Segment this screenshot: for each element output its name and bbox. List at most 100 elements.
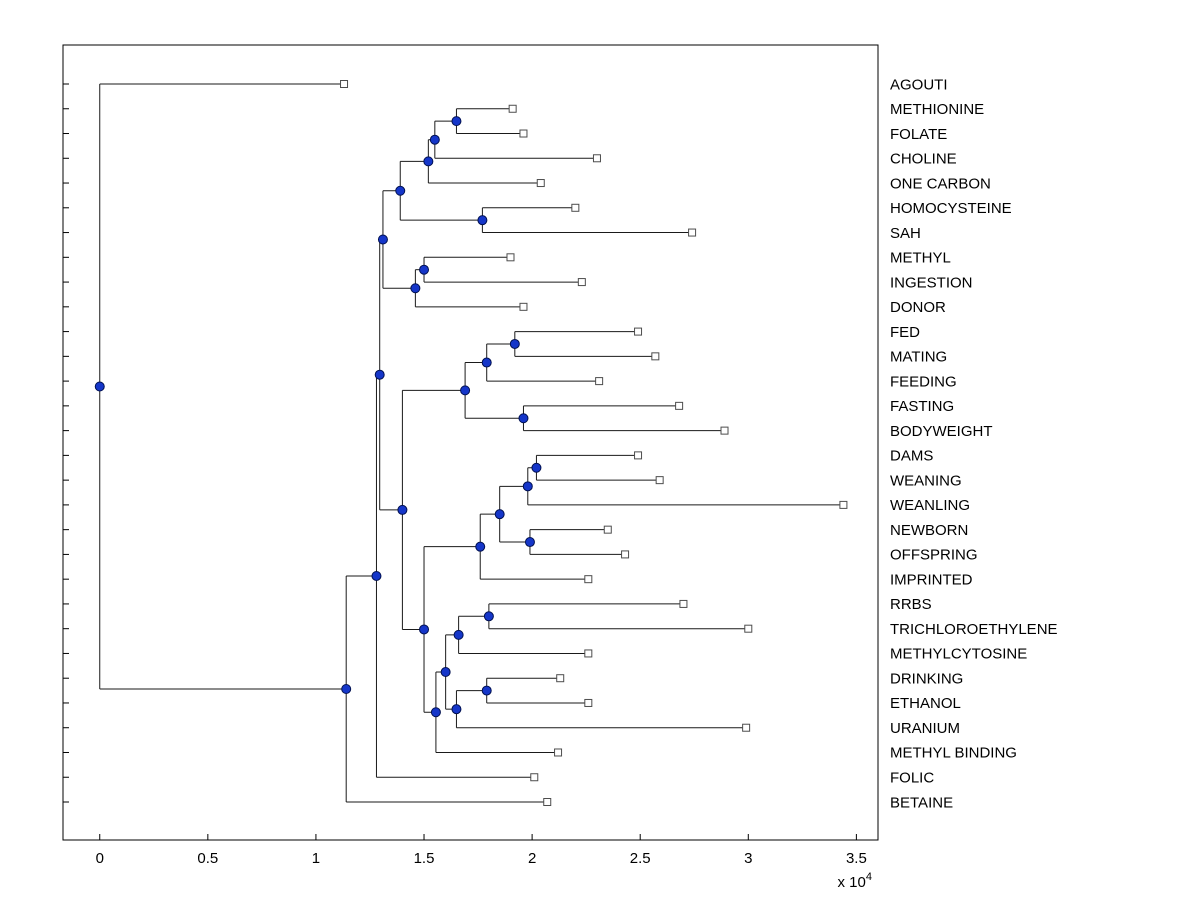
leaf-label: FEEDING	[890, 373, 957, 390]
leaf-marker	[621, 550, 630, 559]
internal-node-marker	[94, 381, 105, 392]
internal-node-marker	[481, 357, 492, 368]
leaf-marker	[530, 773, 539, 782]
leaf-label: ETHANOL	[890, 695, 961, 712]
internal-node-marker	[397, 504, 408, 515]
leaf-label: CHOLINE	[890, 151, 957, 168]
x-axis: 0 0.5 1 1.5 2 2.5 3 3.5 x 104	[96, 834, 872, 891]
leaf-label: TRICHLOROETHYLENE	[890, 621, 1058, 638]
x-axis-multiplier: x 104	[838, 871, 872, 891]
leaf-label: DRINKING	[890, 670, 963, 687]
internal-node-marker	[423, 156, 434, 167]
leaf-marker	[519, 129, 528, 138]
internal-node-marker	[494, 509, 505, 520]
leaf-label: FOLATE	[890, 126, 947, 143]
internal-node-marker	[419, 624, 430, 635]
leaf-label: FASTING	[890, 398, 954, 415]
branches	[99, 83, 844, 803]
leaf-label: WEANING	[890, 472, 962, 489]
internal-node-marker	[522, 481, 533, 492]
leaf-marker	[584, 698, 593, 707]
x-tick-label: 0.5	[197, 850, 218, 867]
leaf-label: FOLIC	[890, 769, 934, 786]
leaf-label: URANIUM	[890, 720, 960, 737]
leaf-marker	[742, 723, 751, 732]
internal-node-marker	[430, 707, 441, 718]
leaf-marker	[744, 624, 753, 633]
leaf-marker	[603, 525, 612, 534]
x-tick-label: 0	[96, 850, 104, 867]
internal-node-marker	[483, 611, 494, 622]
internal-node-marker	[453, 629, 464, 640]
leaf-label: INGESTION	[890, 274, 973, 291]
leaf-marker	[571, 203, 580, 212]
internal-node-marker	[377, 234, 388, 245]
plot-frame	[62, 44, 879, 841]
internal-node-marker	[395, 185, 406, 196]
leaf-marker	[634, 451, 643, 460]
leaf-label: HOMOCYSTEINE	[890, 200, 1012, 217]
leaf-label: METHYLCYTOSINE	[890, 646, 1027, 663]
internal-node-marker	[429, 134, 440, 145]
internal-node-marker	[371, 570, 382, 581]
leaf-label: RRBS	[890, 596, 932, 613]
leaf-marker	[506, 253, 515, 262]
leaf-marker	[584, 575, 593, 584]
internal-node-marker	[460, 385, 471, 396]
leaf-marker	[634, 327, 643, 336]
internal-node-marker	[509, 338, 520, 349]
internal-node-marker	[524, 537, 535, 548]
leaf-label: FED	[890, 324, 920, 341]
leaf-label: OFFSPRING	[890, 547, 978, 564]
leaf-label: IMPRINTED	[890, 571, 973, 588]
y-axis-ticks	[63, 83, 69, 803]
leaf-marker	[595, 377, 604, 386]
node-markers	[94, 80, 848, 806]
leaf-marker	[519, 302, 528, 311]
x-tick-label: 2.5	[630, 850, 651, 867]
x-tick-label: 2	[528, 850, 536, 867]
leaf-label: BODYWEIGHT	[890, 423, 993, 440]
internal-node-marker	[475, 541, 486, 552]
leaf-marker	[340, 80, 349, 88]
leaf-label: DONOR	[890, 299, 946, 316]
internal-node-marker	[374, 369, 385, 380]
x-tick-label: 1	[312, 850, 320, 867]
internal-node-marker	[440, 667, 451, 678]
leaf-labels: AGOUTI METHIONINE FOLATE CHOLINE ONE CARBON H…	[890, 76, 1058, 811]
internal-node-marker	[451, 116, 462, 127]
internal-node-marker	[419, 264, 430, 275]
internal-node-marker	[518, 413, 529, 424]
leaf-label: AGOUTI	[890, 76, 948, 93]
leaf-marker	[675, 401, 684, 410]
leaf-marker	[543, 798, 552, 806]
leaf-marker	[592, 154, 601, 163]
leaf-label: SAH	[890, 225, 921, 242]
leaf-marker	[688, 228, 697, 237]
leaf-marker	[556, 674, 565, 683]
leaf-label: NEWBORN	[890, 522, 968, 539]
internal-node-marker	[481, 685, 492, 696]
leaf-label: METHIONINE	[890, 101, 984, 118]
leaf-label: WEANLING	[890, 497, 970, 514]
leaf-label: METHYL	[890, 250, 951, 267]
leaf-marker	[651, 352, 660, 361]
internal-node-marker	[531, 462, 542, 473]
leaf-label: ONE CARBON	[890, 175, 991, 192]
leaf-marker	[508, 104, 517, 113]
x-tick-label: 3.5	[846, 850, 867, 867]
leaf-marker	[839, 500, 848, 509]
leaf-marker	[536, 179, 545, 188]
leaf-marker	[679, 599, 688, 608]
leaf-marker	[554, 748, 563, 757]
leaf-marker	[584, 649, 593, 658]
leaf-marker	[577, 278, 586, 287]
leaf-marker	[655, 476, 664, 485]
leaf-label: METHYL BINDING	[890, 745, 1017, 762]
leaf-marker	[720, 426, 729, 435]
internal-node-marker	[341, 683, 352, 694]
leaf-label: MATING	[890, 349, 947, 366]
internal-node-marker	[477, 215, 488, 226]
